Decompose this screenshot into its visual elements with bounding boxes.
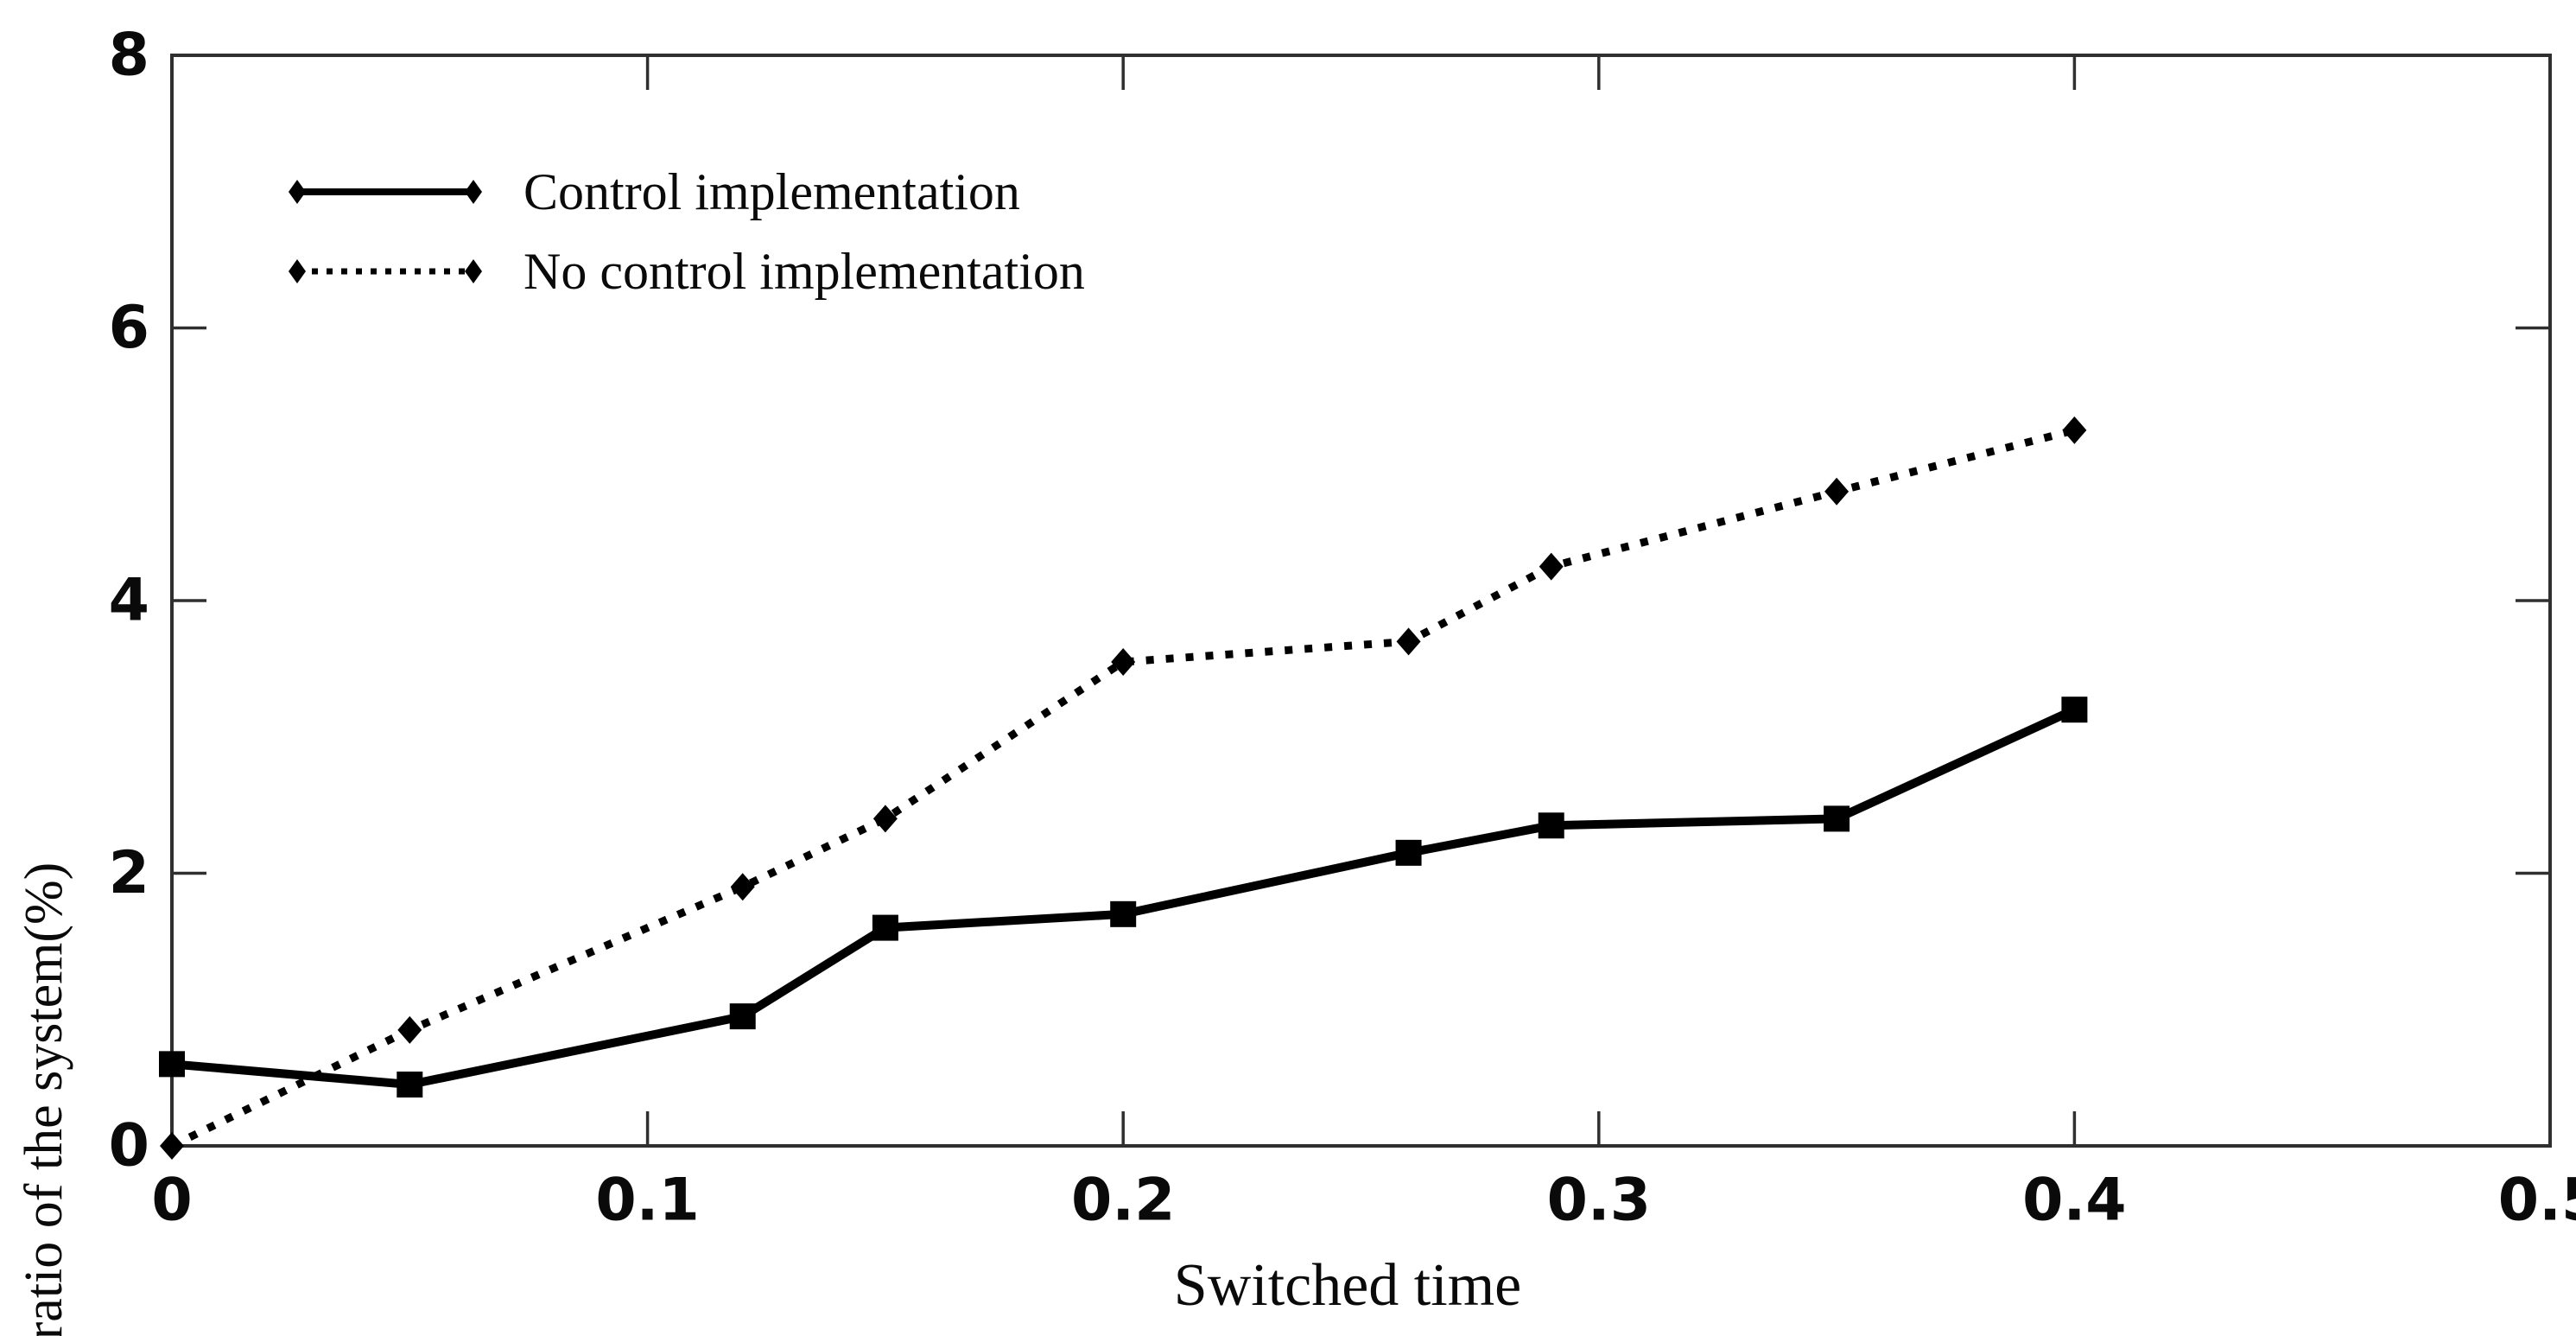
- x-tick-label: 0.1: [595, 1167, 699, 1235]
- marker-diamond: [1824, 477, 1850, 506]
- y-axis-title: Loss ratio of the system(%): [15, 862, 73, 1336]
- marker-diamond: [1396, 627, 1421, 656]
- marker-diamond: [160, 1132, 184, 1160]
- marker-square: [872, 914, 898, 941]
- series-line-solid: [171, 705, 2077, 1090]
- series-line-dotted: [170, 426, 2076, 1150]
- x-tick-label: 0: [151, 1167, 192, 1235]
- marker-square: [729, 1003, 756, 1030]
- marker-diamond: [1539, 552, 1564, 581]
- legend: Control implementation No control implem…: [285, 166, 1085, 297]
- legend-sample-dotted-line: [289, 259, 482, 283]
- x-tick-label: 0.2: [1071, 1167, 1175, 1235]
- legend-item-no-control: No control implementation: [285, 245, 1085, 297]
- diamond-icon: [289, 180, 306, 204]
- y-tick-label: 6: [109, 294, 149, 362]
- marker-square: [1824, 805, 1850, 832]
- y-tick-label: 2: [109, 839, 149, 907]
- marker-diamond: [872, 805, 898, 833]
- marker-diamond: [2062, 416, 2087, 444]
- diamond-icon: [465, 180, 482, 204]
- legend-label-no-control: No control implementation: [523, 243, 1085, 300]
- marker-square: [1395, 839, 1422, 866]
- legend-sample-solid-line: [289, 180, 482, 204]
- marker-square: [397, 1072, 423, 1098]
- x-tick-label: 0.3: [1547, 1167, 1651, 1235]
- y-tick-label: 8: [109, 22, 149, 90]
- marker-square: [1538, 812, 1564, 839]
- y-tick-label: 0: [109, 1112, 149, 1180]
- marker-diamond: [397, 1015, 422, 1044]
- marker-diamond: [730, 873, 755, 901]
- marker-square: [2061, 697, 2088, 723]
- marker-square: [159, 1051, 185, 1078]
- y-tick-label: 4: [109, 567, 149, 635]
- x-axis-title: Switched time: [1173, 1252, 1522, 1319]
- marker-diamond: [1111, 647, 1136, 676]
- legend-item-control: Control implementation: [285, 166, 1085, 218]
- diamond-icon: [289, 259, 306, 283]
- marker-square: [1110, 900, 1137, 927]
- legend-label-control: Control implementation: [523, 163, 1020, 220]
- diamond-icon: [465, 259, 482, 283]
- x-tick-label: 0.4: [2022, 1167, 2126, 1235]
- x-tick-label: 0.5: [2498, 1167, 2576, 1235]
